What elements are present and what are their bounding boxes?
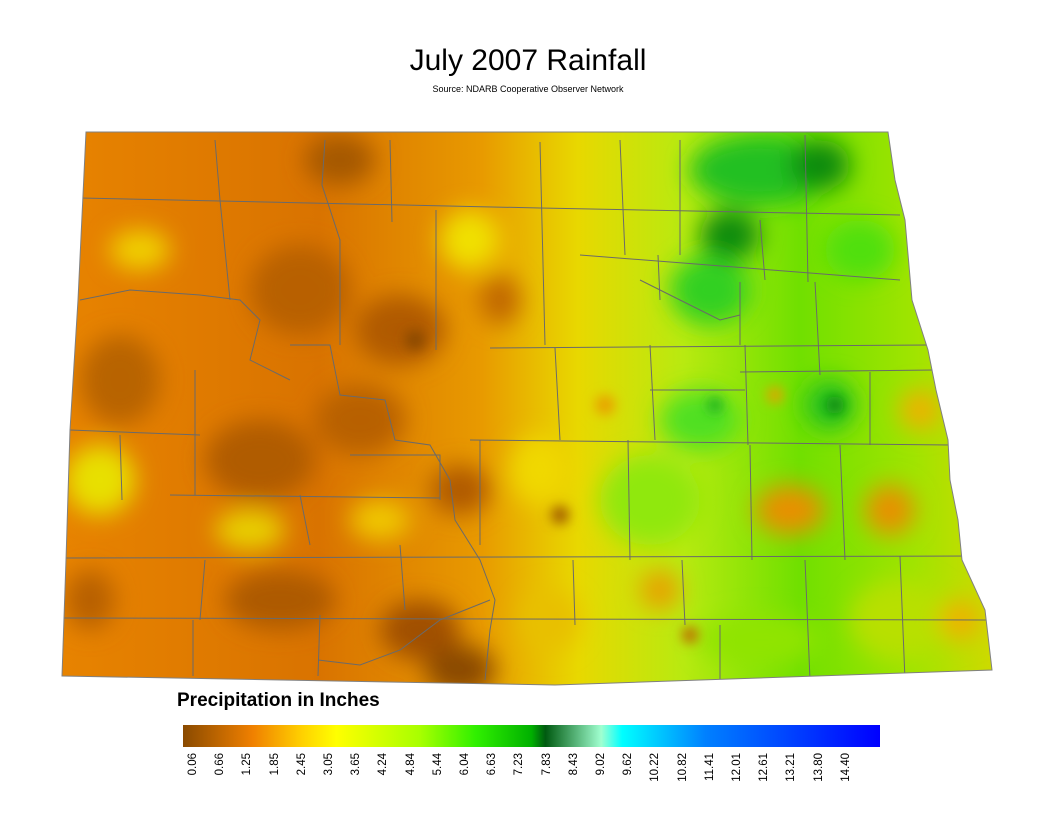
map-subtitle: Source: NDARB Cooperative Observer Netwo… xyxy=(432,84,624,94)
map-title: July 2007 Rainfall xyxy=(409,44,647,77)
county-boundaries xyxy=(62,134,991,685)
rainfall-surface xyxy=(62,132,992,685)
legend-colorbar xyxy=(183,725,880,747)
legend-title: Precipitation in Inches xyxy=(177,690,380,711)
state-outline xyxy=(61,131,993,686)
